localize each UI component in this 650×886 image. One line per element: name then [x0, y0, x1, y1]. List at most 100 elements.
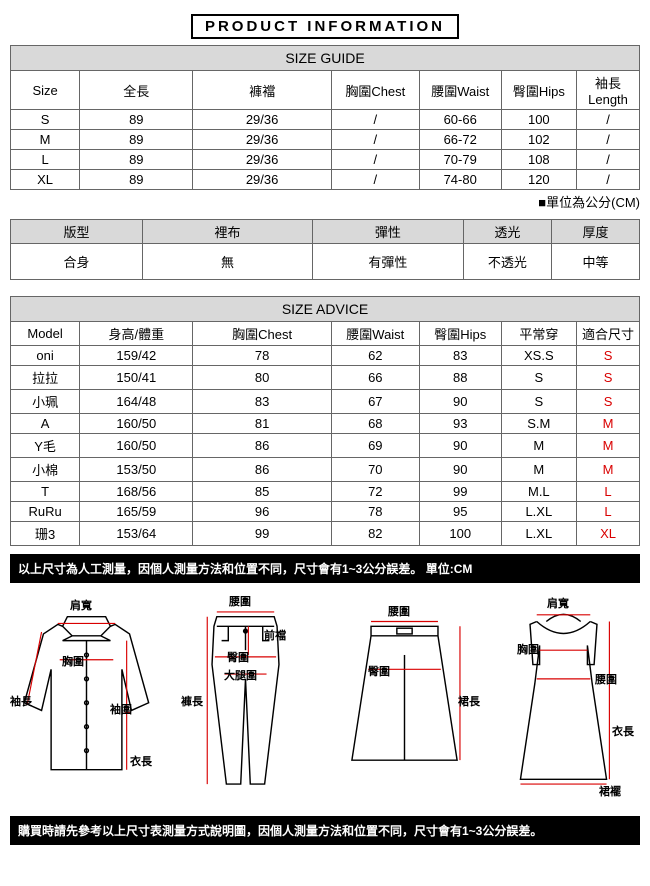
label-cuff: 袖圍: [110, 701, 132, 717]
cell: 150/41: [80, 366, 193, 390]
table-row: 珊3153/649982100L.XLXL: [11, 522, 640, 546]
cell: XL: [577, 522, 640, 546]
cell: L.XL: [501, 522, 576, 546]
cell: S: [577, 366, 640, 390]
cell: /: [577, 150, 640, 170]
column-header: 胸圍Chest: [193, 322, 331, 346]
label-d-skirt: 裙襬: [599, 783, 621, 799]
cell: /: [331, 150, 419, 170]
cell: 160/50: [80, 414, 193, 434]
label-p-waist: 腰圍: [229, 593, 251, 609]
cell: M: [577, 458, 640, 482]
unit-note: ■單位為公分(CM): [10, 192, 640, 211]
cell: 82: [331, 522, 419, 546]
column-header: 平常穿: [501, 322, 576, 346]
column-header: 身高/體重: [80, 322, 193, 346]
attr-header: 透光: [463, 220, 551, 244]
label-s-hips: 臀圍: [368, 663, 390, 679]
attr-value: 中等: [551, 244, 639, 280]
cell: M: [577, 434, 640, 458]
cell: M: [11, 130, 80, 150]
cell: /: [577, 170, 640, 190]
cell: L.XL: [501, 502, 576, 522]
cell: S: [577, 390, 640, 414]
cell: 99: [193, 522, 331, 546]
column-header: 袖長Length: [577, 71, 640, 110]
cell: 88: [419, 366, 501, 390]
cell: 80: [193, 366, 331, 390]
cell: 74-80: [419, 170, 501, 190]
cell: M: [501, 434, 576, 458]
cell: /: [331, 130, 419, 150]
cell: RuRu: [11, 502, 80, 522]
cell: 69: [331, 434, 419, 458]
column-header: 適合尺寸: [577, 322, 640, 346]
diagram-skirt: 腰圍 臀圍 裙長: [328, 593, 481, 806]
size-guide-heading: SIZE GUIDE: [11, 46, 640, 71]
attr-value: 合身: [11, 244, 143, 280]
label-chest: 胸圍: [62, 653, 84, 669]
cell: 168/56: [80, 482, 193, 502]
cell: 86: [193, 434, 331, 458]
cell: 小棉: [11, 458, 80, 482]
attributes-table: 版型裡布彈性透光厚度 合身無有彈性不透光中等: [10, 219, 640, 280]
cell: L: [577, 502, 640, 522]
cell: 153/50: [80, 458, 193, 482]
cell: 89: [80, 170, 193, 190]
cell: 100: [419, 522, 501, 546]
cell: S: [577, 346, 640, 366]
label-p-hips: 臀圍: [227, 649, 249, 665]
cell: 拉拉: [11, 366, 80, 390]
cell: 78: [193, 346, 331, 366]
cell: XL: [11, 170, 80, 190]
cell: 62: [331, 346, 419, 366]
table-row: Y毛160/50866990MM: [11, 434, 640, 458]
column-header: 褲襠: [193, 71, 331, 110]
attr-header: 彈性: [312, 220, 463, 244]
cell: 29/36: [193, 170, 331, 190]
measurement-note-top: 以上尺寸為人工測量，因個人測量方法和位置不同，尺寸會有1~3公分誤差。 單位:C…: [10, 554, 640, 583]
label-d-waist: 腰圍: [595, 671, 617, 687]
cell: T: [11, 482, 80, 502]
cell: 159/42: [80, 346, 193, 366]
cell: 89: [80, 110, 193, 130]
cell: S: [501, 366, 576, 390]
cell: 83: [193, 390, 331, 414]
size-guide-table: SIZE GUIDE Size全長褲襠胸圍Chest腰圍Waist臀圍Hips袖…: [10, 45, 640, 190]
cell: 72: [331, 482, 419, 502]
cell: L: [577, 482, 640, 502]
table-row: 小珮164/48836790SS: [11, 390, 640, 414]
page-title: PRODUCT INFORMATION: [191, 14, 459, 39]
size-advice-heading: SIZE ADVICE: [11, 297, 640, 322]
table-row: oni159/42786283XS.SS: [11, 346, 640, 366]
cell: /: [577, 130, 640, 150]
table-row: L8929/36/70-79108/: [11, 150, 640, 170]
cell: 100: [501, 110, 576, 130]
cell: 90: [419, 390, 501, 414]
label-d-shoulder: 肩寬: [547, 595, 569, 611]
cell: 164/48: [80, 390, 193, 414]
table-row: A160/50816893S.MM: [11, 414, 640, 434]
label-p-front: 前襠: [264, 627, 286, 643]
cell: S: [501, 390, 576, 414]
diagram-dress: 肩寬 胸圍 腰圍 衣長 裙襬: [487, 593, 640, 806]
cell: 90: [419, 458, 501, 482]
cell: 67: [331, 390, 419, 414]
cell: 66-72: [419, 130, 501, 150]
column-header: 臀圍Hips: [501, 71, 576, 110]
table-row: 拉拉150/41806688SS: [11, 366, 640, 390]
cell: 89: [80, 150, 193, 170]
attr-value: 不透光: [463, 244, 551, 280]
cell: A: [11, 414, 80, 434]
label-s-length: 裙長: [458, 693, 480, 709]
cell: 86: [193, 458, 331, 482]
cell: S.M: [501, 414, 576, 434]
cell: 29/36: [193, 150, 331, 170]
cell: 85: [193, 482, 331, 502]
label-shoulder: 肩寬: [70, 597, 92, 613]
cell: 29/36: [193, 110, 331, 130]
column-header: 臀圍Hips: [419, 322, 501, 346]
label-s-waist: 腰圍: [388, 603, 410, 619]
cell: 83: [419, 346, 501, 366]
table-row: 小棉153/50867090MM: [11, 458, 640, 482]
